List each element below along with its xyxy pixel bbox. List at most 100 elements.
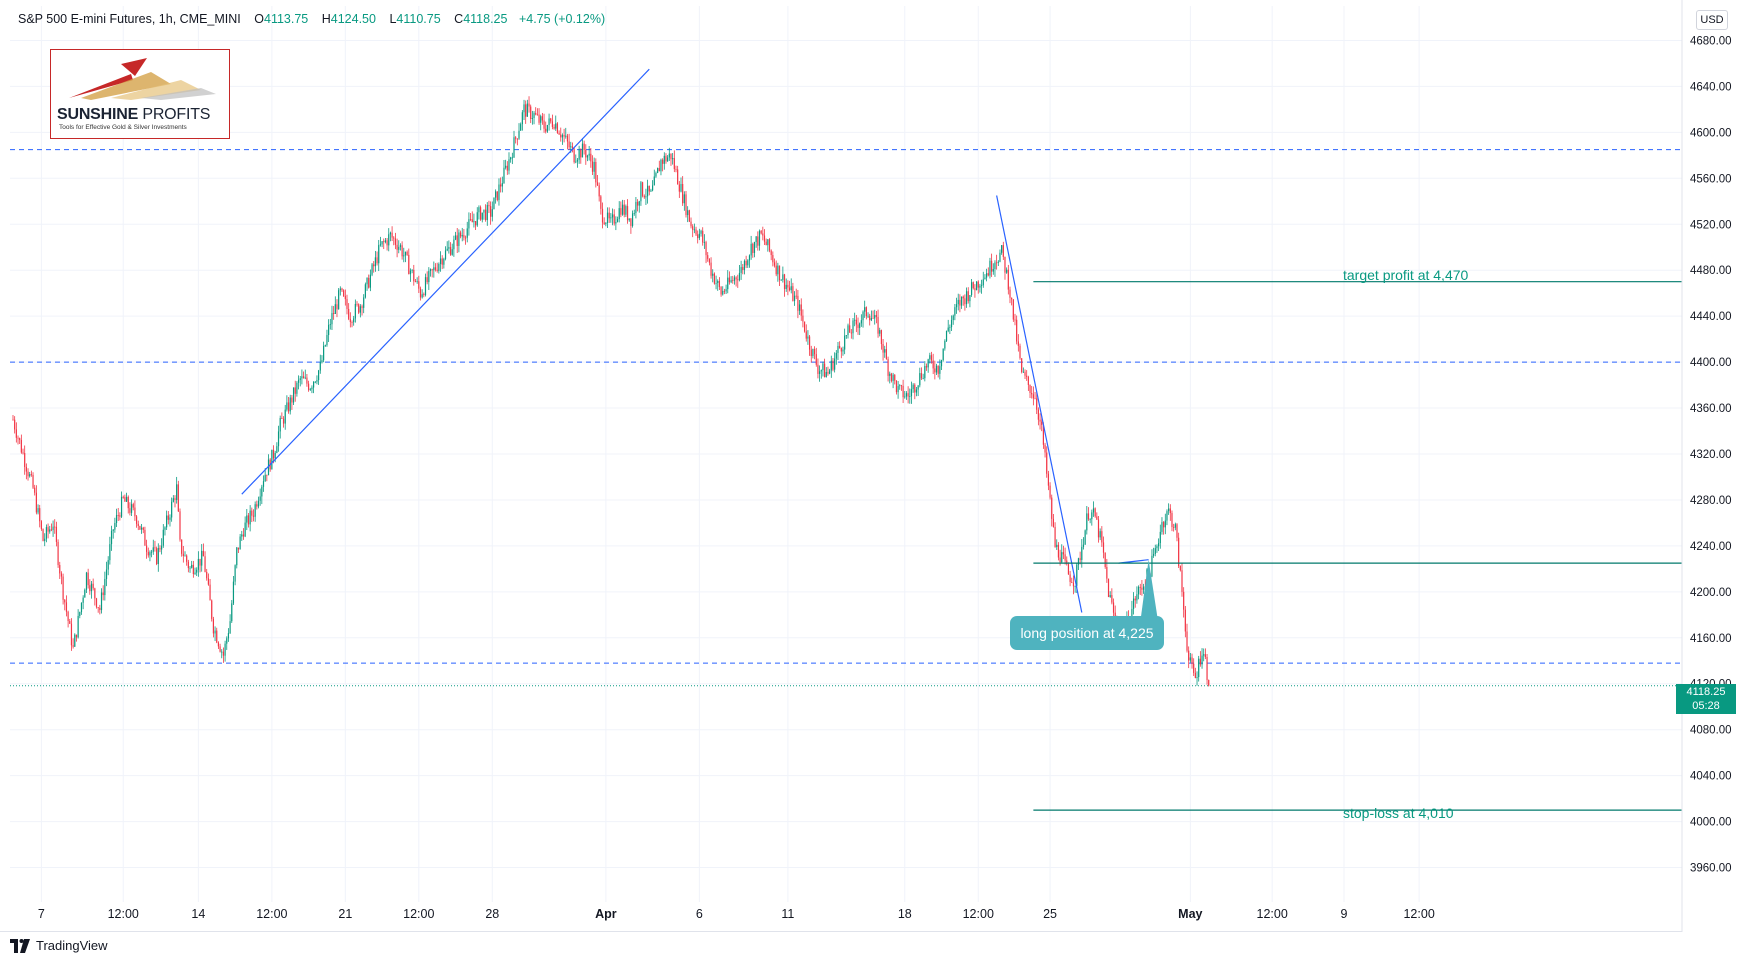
candle-body	[515, 137, 517, 139]
candle-body	[705, 242, 707, 256]
candle-body	[555, 123, 557, 129]
candle-body	[732, 280, 734, 281]
price-tick-label: 4480.00	[1690, 265, 1732, 277]
candle-body	[986, 273, 988, 278]
candle-body	[473, 221, 475, 223]
candle-body	[1022, 371, 1024, 373]
candle-body	[1204, 654, 1206, 657]
candle-body	[1203, 654, 1205, 656]
candle-body	[22, 452, 24, 454]
candle-body	[621, 204, 624, 215]
candle-body	[693, 229, 695, 231]
candle-body	[87, 572, 89, 586]
candle-body	[281, 418, 283, 419]
candle-body	[42, 529, 44, 541]
candle-body	[277, 431, 280, 447]
candle-body	[1111, 595, 1113, 603]
candle-body	[885, 349, 888, 360]
candle-body	[839, 345, 841, 349]
candle-body	[1062, 552, 1065, 555]
candle-body	[391, 232, 393, 238]
candle-body	[675, 169, 677, 170]
candle-body	[1037, 409, 1039, 420]
candle-body	[680, 184, 682, 192]
time-tick-label: 6	[696, 907, 703, 921]
candle-body	[1137, 586, 1140, 595]
candle-body	[581, 143, 584, 158]
candle-body	[259, 496, 261, 501]
logo-brand: SUNSHINE PROFITS	[57, 106, 210, 124]
candle-body	[727, 277, 729, 290]
candle-body	[505, 165, 507, 168]
candle-body	[29, 474, 31, 477]
price-tick-label: 4360.00	[1690, 403, 1732, 415]
candle-body	[747, 260, 749, 266]
candle-body	[149, 552, 151, 556]
candle-body	[770, 250, 772, 256]
candle-body	[566, 135, 569, 142]
candle-body	[115, 515, 118, 523]
candle-body	[74, 634, 76, 647]
candle-body	[685, 194, 687, 216]
currency-button[interactable]: USD	[1696, 10, 1728, 30]
candle-body	[575, 161, 577, 163]
candle-body	[351, 322, 353, 323]
candle-body	[1112, 602, 1115, 613]
candle-body	[523, 104, 525, 113]
candle-body	[1168, 508, 1170, 512]
candle-body	[219, 646, 221, 652]
candle-body	[1077, 558, 1080, 565]
candle-body	[707, 255, 709, 259]
candle-body	[79, 612, 81, 616]
candle-body	[875, 315, 877, 317]
price-tick-label: 3960.00	[1690, 863, 1732, 875]
footer-brand[interactable]: TradingView	[10, 938, 108, 953]
candle-body	[757, 236, 759, 246]
candle-body	[989, 260, 991, 276]
candle-body	[1026, 375, 1028, 377]
candle-body	[296, 382, 298, 394]
candle-body	[641, 182, 644, 196]
candle-body	[877, 316, 879, 334]
candle-body	[935, 365, 938, 373]
candle-body	[302, 376, 305, 379]
candle-body	[889, 373, 891, 376]
candle-body	[1056, 544, 1058, 547]
candle-body	[829, 370, 831, 374]
candle-body	[952, 315, 954, 320]
price-tick-label: 4320.00	[1690, 449, 1732, 461]
candle-body	[164, 527, 166, 530]
candle-body	[750, 243, 752, 256]
candle-body	[1181, 570, 1183, 592]
candle-body	[196, 569, 198, 573]
candle-body	[1079, 558, 1081, 560]
candle-body	[186, 555, 188, 562]
candle-body	[840, 348, 842, 352]
candle-body	[318, 370, 320, 381]
candle-body	[304, 377, 306, 379]
candle-body	[585, 149, 587, 158]
candle-body	[720, 287, 722, 295]
candle-body	[476, 212, 478, 226]
price-tick-label: 4000.00	[1690, 817, 1732, 829]
candle-body	[710, 262, 712, 276]
trendline	[241, 68, 650, 495]
candle-body	[573, 148, 575, 163]
close-label: C	[454, 12, 464, 26]
candle-body	[553, 126, 555, 129]
candle-body	[1106, 566, 1108, 579]
candle-body	[117, 515, 119, 516]
candle-body	[855, 319, 857, 325]
candle-body	[261, 486, 263, 497]
candle-body	[92, 583, 94, 589]
candle-body	[1004, 256, 1006, 273]
candle-body	[1012, 299, 1014, 320]
candle-body	[30, 474, 32, 476]
candle-body	[226, 638, 228, 644]
candle-body	[257, 500, 260, 507]
candle-body	[55, 526, 58, 542]
candle-body	[830, 360, 832, 371]
candle-body	[630, 218, 632, 226]
candle-body	[1164, 520, 1166, 528]
